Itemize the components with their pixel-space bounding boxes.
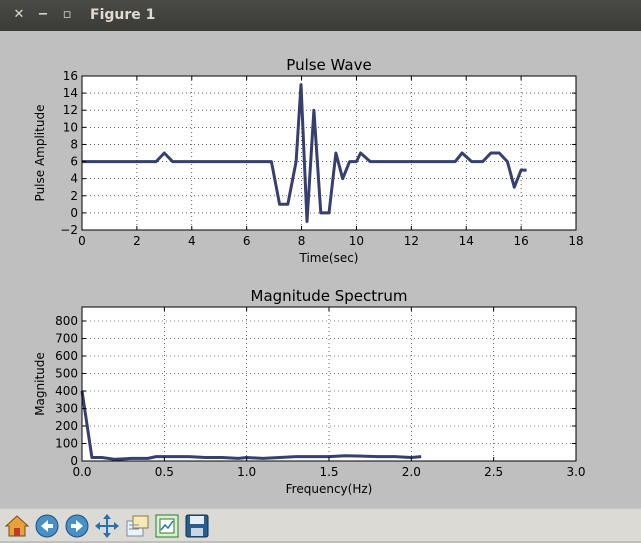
subplots-config-icon [155, 514, 179, 538]
x-tick-label: 1.5 [319, 465, 338, 479]
x-tick-label: 3.0 [566, 465, 585, 479]
save-floppy-icon [185, 514, 209, 538]
window-title: Figure 1 [90, 7, 156, 23]
x-tick-label: 10 [349, 234, 364, 248]
y-tick-label: 16 [63, 69, 78, 83]
series-line [80, 390, 422, 461]
y-tick-label: 0 [70, 206, 78, 220]
chart-title: Pulse Wave [286, 56, 371, 74]
series-line [82, 83, 527, 223]
x-tick-label: 0.5 [155, 465, 174, 479]
pan-move-icon [95, 514, 119, 538]
y-tick-label: 10 [63, 120, 78, 134]
home-icon [4, 515, 30, 537]
y-tick-label: 12 [63, 103, 78, 117]
y-tick-label: 8 [70, 137, 78, 151]
x-tick-label: 0.0 [72, 465, 91, 479]
maximize-window-button[interactable]: ▫ [62, 7, 72, 22]
x-tick-label: 2.0 [402, 465, 421, 479]
chart-title: Magnitude Spectrum [251, 287, 408, 305]
forward-button[interactable] [64, 513, 90, 539]
minimize-window-button[interactable]: − [37, 7, 49, 22]
figure-canvas[interactable]: 0 2 4 6 8 10 12 14 16 18 −2 0 2 4 6 8 10 12 14 16 Pulse Wave… [0, 31, 641, 508]
y-tick-label: 300 [55, 402, 78, 416]
x-axis-label: Time(sec) [299, 251, 359, 265]
y-axis-label: Magnitude [33, 352, 47, 416]
x-tick-label: 14 [459, 234, 474, 248]
y-tick-label: 500 [55, 367, 78, 381]
save-button[interactable] [184, 513, 210, 539]
x-tick-label: 4 [188, 234, 196, 248]
x-tick-label: 1.0 [237, 465, 256, 479]
forward-arrow-icon [65, 514, 89, 538]
back-button[interactable] [34, 513, 60, 539]
y-tick-label: 6 [70, 155, 78, 169]
zoom-rect-icon [126, 515, 149, 537]
y-tick-label: 14 [63, 86, 78, 100]
x-tick-label: 2 [133, 234, 141, 248]
x-tick-label: 8 [298, 234, 306, 248]
x-tick-label: 6 [243, 234, 251, 248]
x-tick-label: 12 [404, 234, 419, 248]
zoom-button[interactable] [124, 513, 150, 539]
plot-frame [81, 75, 577, 231]
pan-button[interactable] [94, 513, 120, 539]
y-tick-label: 800 [55, 314, 78, 328]
x-tick-label: 16 [513, 234, 528, 248]
y-axis-label: Pulse Amplitude [33, 105, 47, 202]
y-tick-label: 0 [70, 454, 78, 468]
x-tick-label: 18 [568, 234, 583, 248]
y-tick-label: −2 [60, 223, 78, 237]
home-button[interactable] [4, 513, 30, 539]
y-tick-label: 600 [55, 349, 78, 363]
y-tick-label: 400 [55, 384, 78, 398]
y-tick-label: 700 [55, 332, 78, 346]
x-tick-label: 2.5 [484, 465, 503, 479]
navigation-toolbar [0, 508, 641, 541]
y-tick-label: 4 [70, 172, 78, 186]
x-tick-label: 0 [78, 234, 86, 248]
y-tick-label: 200 [55, 419, 78, 433]
back-arrow-icon [35, 514, 59, 538]
window-titlebar: ✕ − ▫ Figure 1 [0, 0, 641, 31]
y-tick-label: 100 [55, 437, 78, 451]
y-tick-label: 2 [70, 189, 78, 203]
configure-subplots-button[interactable] [154, 513, 180, 539]
x-axis-label: Frequency(Hz) [286, 482, 373, 496]
close-window-button[interactable]: ✕ [13, 7, 25, 22]
